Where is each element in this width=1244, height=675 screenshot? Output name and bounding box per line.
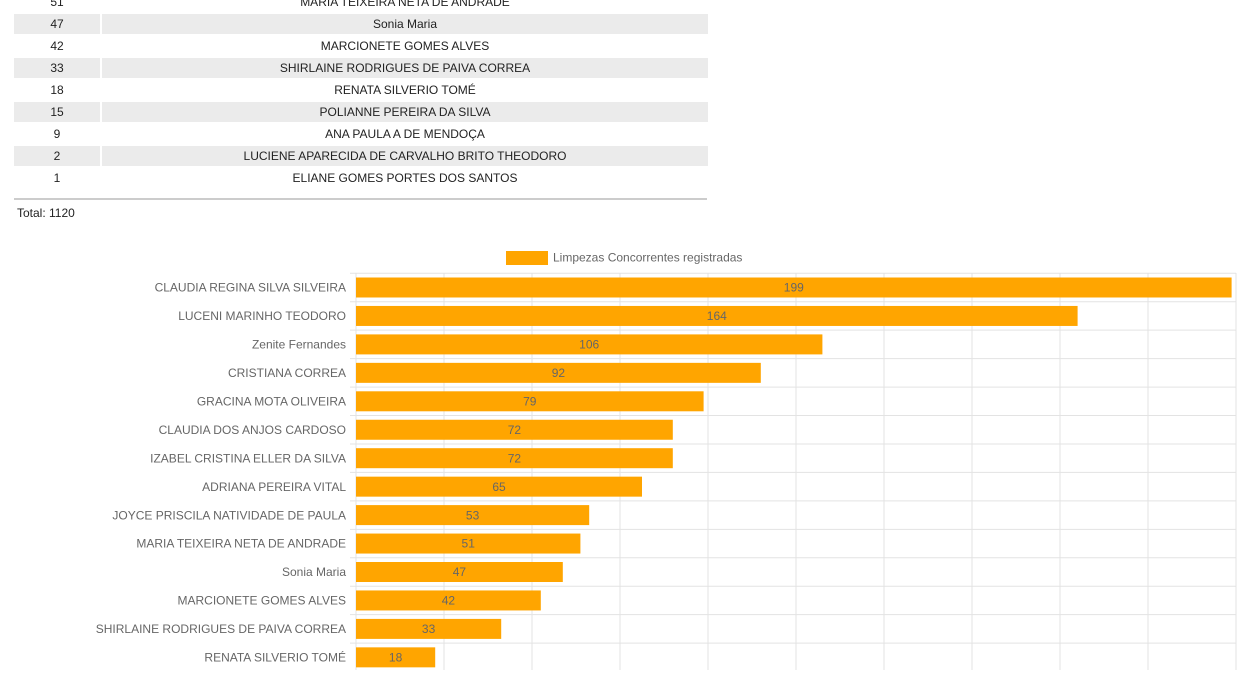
legend-swatch — [506, 251, 548, 265]
table-total: Total: 1120 — [17, 206, 75, 220]
table-cell — [102, 80, 708, 100]
bar-value-label: 33 — [422, 622, 436, 636]
table-cell — [102, 124, 708, 144]
table-cell — [14, 124, 100, 144]
bar — [356, 533, 581, 554]
y-category-label: RENATA SILVERIO TOMÉ — [204, 650, 346, 665]
table-cell — [102, 146, 708, 166]
table-cell — [14, 14, 100, 34]
y-category-label: SHIRLAINE RODRIGUES DE PAIVA CORREA — [96, 622, 346, 636]
bar-value-label: 72 — [508, 423, 522, 437]
y-category-label: IZABEL CRISTINA ELLER DA SILVA — [150, 451, 346, 465]
bar — [356, 391, 704, 412]
bar-value-label: 65 — [492, 480, 506, 494]
table-count: 42 — [50, 39, 64, 53]
table-cell — [14, 168, 100, 188]
bar — [356, 362, 761, 383]
legend-label: Limpezas Concorrentes registradas — [553, 251, 742, 265]
bar — [356, 277, 1232, 298]
y-category-label: JOYCE PRISCILA NATIVIDADE DE PAULA — [112, 508, 346, 522]
table-cell — [14, 0, 100, 12]
y-category-label: GRACINA MOTA OLIVEIRA — [197, 394, 346, 408]
bar — [356, 476, 642, 497]
table-count: 51 — [50, 0, 64, 9]
bar-value-label: 51 — [462, 537, 476, 551]
bar — [356, 647, 436, 668]
bar-value-label: 106 — [579, 338, 599, 352]
table-count: 9 — [54, 127, 61, 141]
bar — [356, 590, 541, 611]
table-cell — [14, 146, 100, 166]
table-name: POLIANNE PEREIRA DA SILVA — [320, 105, 491, 119]
table-name: RENATA SILVERIO TOMÉ — [334, 82, 476, 97]
y-category-label: LUCENI MARINHO TEODORO — [178, 309, 346, 323]
bar-value-label: 92 — [552, 366, 566, 380]
bar-value-label: 42 — [442, 594, 456, 608]
bar — [356, 448, 673, 469]
table-name: ANA PAULA A DE MENDOÇA — [325, 127, 485, 141]
table-name: ELIANE GOMES PORTES DOS SANTOS — [293, 171, 518, 185]
bar — [356, 618, 502, 639]
table-count: 18 — [50, 83, 64, 97]
bar-value-label: 72 — [508, 451, 522, 465]
y-category-label: CRISTIANA CORREA — [228, 366, 346, 380]
table-cell — [14, 58, 100, 78]
table-cell — [102, 0, 708, 12]
bar-value-label: 79 — [523, 394, 537, 408]
bar-value-label: 199 — [784, 281, 804, 295]
table-cell — [14, 102, 100, 122]
table-count: 47 — [50, 17, 64, 31]
bar-value-label: 53 — [466, 508, 480, 522]
table-cell — [102, 58, 708, 78]
table-count: 33 — [50, 61, 64, 75]
bar-value-label: 47 — [453, 565, 467, 579]
bar-value-label: 18 — [389, 651, 403, 665]
bar — [356, 419, 673, 440]
table-name: SHIRLAINE RODRIGUES DE PAIVA CORREA — [280, 61, 530, 75]
table-cell — [102, 102, 708, 122]
table-cell — [102, 168, 708, 188]
table-cell — [14, 36, 100, 56]
y-category-label: ADRIANA PEREIRA VITAL — [202, 480, 346, 494]
y-category-label: MARIA TEIXEIRA NETA DE ANDRADE — [136, 537, 346, 551]
bar — [356, 305, 1078, 326]
y-category-label: Zenite Fernandes — [252, 338, 346, 352]
bar — [356, 334, 823, 355]
table-name: Sonia Maria — [373, 17, 437, 31]
y-category-label: CLAUDIA REGINA SILVA SILVEIRA — [155, 281, 346, 295]
bar — [356, 505, 590, 526]
y-category-label: MARCIONETE GOMES ALVES — [178, 594, 346, 608]
bar-value-label: 164 — [707, 309, 727, 323]
table-count: 2 — [54, 149, 61, 163]
y-category-label: CLAUDIA DOS ANJOS CARDOSO — [159, 423, 346, 437]
bar — [356, 562, 563, 582]
y-category-label: Sonia Maria — [282, 565, 346, 579]
table-count: 1 — [54, 171, 61, 185]
table-cell — [14, 80, 100, 100]
table-name: MARIA TEIXEIRA NETA DE ANDRADE — [300, 0, 510, 9]
table-cell — [102, 36, 708, 56]
table-count: 15 — [50, 105, 64, 119]
table-cell — [102, 14, 708, 34]
table-name: MARCIONETE GOMES ALVES — [321, 39, 489, 53]
table-name: LUCIENE APARECIDA DE CARVALHO BRITO THEO… — [244, 149, 567, 163]
